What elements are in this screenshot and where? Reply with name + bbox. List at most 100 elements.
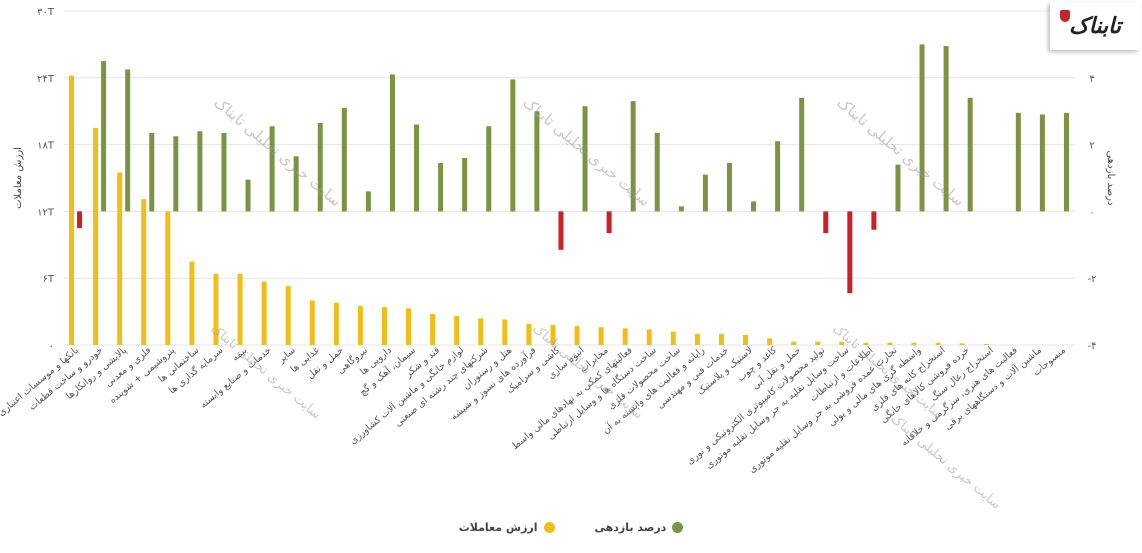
bar-return bbox=[341, 107, 347, 212]
left-axis-ticks: ۰ ۶T ۱۲T ۱۸T ۲۴T ۳۰T bbox=[37, 7, 55, 352]
bar-return bbox=[775, 141, 781, 212]
bar-return bbox=[534, 111, 540, 212]
legend-item-value[interactable]: ارزش معاملات bbox=[459, 521, 555, 534]
bar-return bbox=[606, 211, 612, 234]
right-tick-label: -۴ bbox=[1088, 341, 1097, 352]
bar-return bbox=[77, 211, 83, 229]
bar-trade-value bbox=[237, 273, 243, 345]
right-tick-label: ۰ bbox=[1089, 207, 1094, 218]
bar-trade-value bbox=[406, 308, 412, 345]
legend-item-return[interactable]: درصد بازدهی bbox=[595, 521, 684, 534]
bar-trade-value bbox=[983, 343, 989, 345]
left-tick-label: ۱۲T bbox=[37, 207, 55, 218]
bar-return bbox=[1015, 112, 1021, 212]
bar-trade-value bbox=[69, 75, 75, 345]
bar-return bbox=[630, 101, 636, 212]
right-tick-label: ۲ bbox=[1089, 141, 1094, 152]
bar-return bbox=[702, 174, 708, 212]
bar-return bbox=[799, 97, 805, 212]
bar-trade-value bbox=[935, 342, 941, 345]
bar-trade-value bbox=[309, 300, 315, 345]
legend-swatch-green bbox=[672, 521, 684, 533]
bar-trade-value bbox=[430, 313, 436, 345]
bar-return bbox=[871, 211, 877, 230]
gridlines bbox=[64, 10, 1075, 346]
bar-trade-value bbox=[285, 285, 291, 345]
bar-return bbox=[582, 106, 588, 212]
watermarks: سایت خبری تحلیلی تابناک سایت خبری تحلیلی… bbox=[207, 93, 1003, 512]
bar-trade-value bbox=[478, 318, 484, 345]
bar-return bbox=[317, 122, 323, 212]
bar-return bbox=[751, 201, 757, 212]
bar-return bbox=[726, 162, 732, 212]
bar-trade-value bbox=[911, 342, 917, 345]
left-tick-label: ۶T bbox=[43, 274, 55, 285]
bar-trade-value bbox=[189, 261, 195, 345]
bar-trade-value bbox=[261, 281, 267, 345]
right-axis-title: درصد بازدهی bbox=[1105, 151, 1116, 206]
bar-return bbox=[293, 156, 299, 212]
right-axis-ticks: -۴-۲۰۲۴۶ bbox=[1088, 7, 1097, 352]
bar-trade-value bbox=[767, 338, 773, 345]
bar-trade-value bbox=[646, 329, 652, 345]
bar-trade-value bbox=[743, 334, 749, 345]
right-tick-label: -۲ bbox=[1088, 274, 1097, 285]
bar-return bbox=[173, 136, 179, 212]
bar-return bbox=[510, 79, 516, 212]
bar-return bbox=[245, 179, 251, 212]
bar-trade-value bbox=[598, 327, 604, 345]
bar-return bbox=[943, 46, 949, 212]
bar-trade-value bbox=[333, 302, 339, 345]
bar-return bbox=[486, 126, 492, 212]
bar-return bbox=[847, 211, 853, 294]
bar-return bbox=[221, 132, 227, 212]
bar-trade-value bbox=[165, 211, 171, 345]
bar-return bbox=[823, 211, 829, 234]
bar-trade-value bbox=[791, 341, 797, 345]
watermark-text: سایت خبری تحلیلی تابناک bbox=[210, 93, 344, 210]
bar-return bbox=[149, 132, 155, 212]
bar-return bbox=[654, 132, 660, 212]
bar-trade-value bbox=[526, 323, 532, 345]
left-axis-title: ارزش معاملات bbox=[13, 147, 24, 209]
bar-trade-value bbox=[381, 307, 387, 345]
site-logo: تابناک bbox=[1050, 2, 1140, 50]
legend-label-return: درصد بازدهی bbox=[594, 520, 667, 534]
bar-trade-value bbox=[502, 319, 508, 345]
bar-trade-value bbox=[357, 306, 363, 345]
bar-return bbox=[125, 69, 131, 212]
bar-trade-value bbox=[887, 342, 893, 345]
bar-trade-value bbox=[93, 127, 99, 346]
left-tick-label: ۲۴T bbox=[37, 74, 55, 85]
bar-return bbox=[462, 157, 468, 212]
logo-text: تابناک bbox=[1069, 13, 1121, 39]
bar-return bbox=[1063, 112, 1069, 212]
legend-swatch-yellow bbox=[543, 521, 555, 533]
bar-return bbox=[967, 97, 973, 212]
bar-trade-value bbox=[815, 341, 821, 345]
bar-return bbox=[558, 211, 564, 250]
bars bbox=[69, 44, 1069, 346]
bar-return bbox=[438, 162, 444, 212]
bar-trade-value bbox=[454, 316, 460, 345]
bar-trade-value bbox=[141, 199, 147, 345]
bar-trade-value bbox=[694, 333, 700, 345]
bar-trade-value bbox=[839, 341, 845, 345]
bar-return bbox=[101, 61, 107, 212]
bar-trade-value bbox=[670, 331, 676, 345]
bar-return bbox=[365, 191, 371, 212]
bar-return bbox=[269, 126, 275, 212]
bar-trade-value bbox=[213, 273, 219, 345]
bar-trade-value bbox=[550, 324, 556, 345]
bar-trade-value bbox=[622, 328, 628, 345]
bar-return bbox=[919, 44, 925, 212]
bar-trade-value bbox=[117, 172, 123, 345]
left-tick-label: ۰ bbox=[49, 341, 54, 352]
bar-trade-value bbox=[863, 342, 869, 345]
left-tick-label: ۳۰T bbox=[37, 7, 55, 18]
right-tick-label: ۴ bbox=[1089, 74, 1094, 85]
bar-trade-value bbox=[718, 333, 724, 345]
left-tick-label: ۱۸T bbox=[37, 141, 55, 152]
